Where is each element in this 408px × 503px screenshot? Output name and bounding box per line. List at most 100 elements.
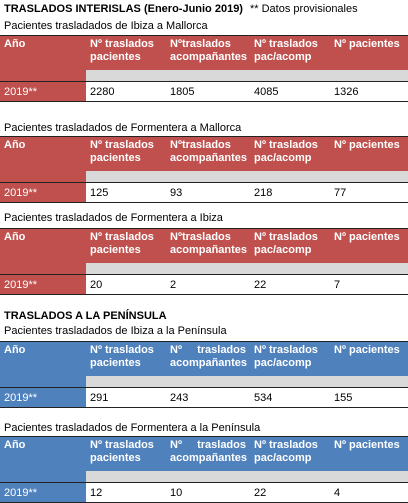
spacer-row [86,471,408,482]
header-cell: Nº traslados pacientes [86,342,166,376]
header-text: Nº traslados pacientes [90,344,154,369]
value-cell: 93 [170,187,183,199]
table: Año Nº traslados pacientes Nºtraslados aco… [0,136,408,203]
header-text: Nº pacientes [334,344,400,356]
header-cell: Nº traslados pacientes [86,229,166,263]
header-row: Año Nº traslados pacientes Nº traslados ac… [0,342,408,376]
header-cell: Nº traslados acompañantes [166,342,250,376]
header-cell: Nºtraslados acompañantes [166,137,250,171]
year-cell: 2019** [0,183,86,202]
header-text: Nº traslados pacientes [90,439,154,464]
header-text: Nº pacientes [334,231,400,243]
value-cell: 22 [254,487,267,499]
caption: Pacientes trasladados de Formentera a la… [4,422,261,434]
header-cell: Nºtraslados acompañantes [166,229,250,263]
year-cell: 2019** [0,483,86,502]
caption: Pacientes trasladados de Formentera a Ib… [4,212,223,224]
value-cell: 10 [170,487,183,499]
header-cell: Nº traslados pac/acomp [250,229,330,263]
value-cell: 77 [334,187,347,199]
header-text: Año [4,38,26,50]
value-cell: 12 [90,487,103,499]
header-text: Nº traslados acompañantes [170,439,248,464]
spacer-row [86,263,408,274]
header-cell: Nº traslados pac/acomp [250,137,330,171]
table: Año Nº traslados pacientes Nº traslados ac… [0,436,408,503]
title: TRASLADOS INTERISLAS (Enero-Junio 2019) [4,3,243,15]
header-cell: Año [0,137,86,171]
header-cell: Año [0,437,86,471]
header-cell: Nº traslados pacientes [86,437,166,471]
data-row: 2019** 291 243 534 155 [0,387,408,408]
section-title: TRASLADOS A LA PENÍNSULA [4,310,167,322]
header-cell: Año [0,36,86,70]
header-cell: Nº traslados pac/acomp [250,36,330,70]
header-text: Año [4,231,26,243]
caption: Pacientes trasladados de Formentera a Ma… [4,122,242,134]
value-cell: 7 [334,279,341,291]
header-cell: Nº traslados pacientes [86,137,166,171]
header-text: Nº traslados pacientes [90,231,154,256]
header-cell: Nº pacientes [330,36,408,70]
value-cell: 1805 [170,86,195,98]
value-cell: 218 [254,187,273,199]
table: Año Nº traslados pacientes Nºtraslados aco… [0,35,408,102]
value-cell: 4 [334,487,341,499]
value-cell: 125 [90,187,109,199]
value-cell: 4085 [254,86,279,98]
header-text: Nº pacientes [334,139,400,151]
header-cell: Nº traslados pacientes [86,36,166,70]
header-text: Nºtraslados acompañantes [170,139,248,164]
table: Año Nº traslados pacientes Nºtraslados aco… [0,228,408,295]
header-cell: Nº pacientes [330,229,408,263]
value-cell: 1326 [334,86,359,98]
header-cell: Nº traslados pac/acomp [250,437,330,471]
header-text: Año [4,439,26,451]
header-text: Nºtraslados acompañantes [170,231,248,256]
header-cell: Nº pacientes [330,437,408,471]
year-cell: 2019** [0,275,86,294]
value-cell: 2 [170,279,177,291]
value-cell: 22 [254,279,267,291]
header-cell: Nº pacientes [330,342,408,376]
header-text: Nº pacientes [334,38,400,50]
caption: Pacientes trasladados de Ibiza a Mallorc… [4,20,208,32]
header-text: Nº traslados pacientes [90,139,154,164]
header-text: Nº traslados pac/acomp [254,38,318,63]
header-row: Año Nº traslados pacientes Nºtraslados aco… [0,229,408,263]
header-text: Nº pacientes [334,439,400,451]
table: Año Nº traslados pacientes Nº traslados ac… [0,341,408,408]
header-text: Nº traslados acompañantes [170,344,248,369]
value-cell: 243 [170,392,189,404]
header-cell: Nºtraslados acompañantes [166,36,250,70]
header-row: Año Nº traslados pacientes Nºtraslados aco… [0,36,408,70]
data-row: 2019** 20 2 22 7 [0,274,408,295]
value-cell: 20 [90,279,103,291]
header-row: Año Nº traslados pacientes Nºtraslados aco… [0,137,408,171]
value-cell: 2280 [90,86,115,98]
header-text: Nº traslados pac/acomp [254,439,318,464]
note: ** Datos provisionales [250,3,358,15]
header-cell: Nº pacientes [330,137,408,171]
value-cell: 534 [254,392,273,404]
data-row: 2019** 125 93 218 77 [0,182,408,203]
header-text: Nºtraslados acompañantes [170,38,248,63]
caption: Pacientes trasladados de Ibiza a la Pení… [4,325,227,337]
header-text: Nº traslados pacientes [90,38,154,63]
header-row: Año Nº traslados pacientes Nº traslados ac… [0,437,408,471]
header-cell: Nº traslados pac/acomp [250,342,330,376]
header-text: Nº traslados pac/acomp [254,231,318,256]
data-row: 2019** 2280 1805 4085 1326 [0,81,408,102]
spacer-row [86,376,408,387]
spacer-row [86,171,408,182]
header-text: Año [4,139,26,151]
value-cell: 155 [334,392,353,404]
header-cell: Nº traslados acompañantes [166,437,250,471]
header-text: Nº traslados pac/acomp [254,139,318,164]
value-cell: 291 [90,392,109,404]
header-cell: Año [0,342,86,376]
header-cell: Año [0,229,86,263]
header-text: Nº traslados pac/acomp [254,344,318,369]
spacer-row [86,70,408,81]
